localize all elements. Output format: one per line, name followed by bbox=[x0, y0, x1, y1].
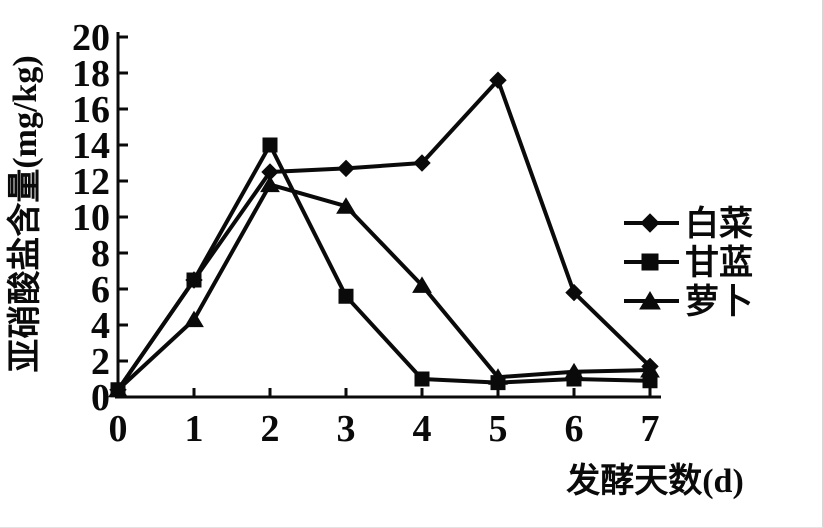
y-tick-label: 18 bbox=[72, 53, 110, 95]
triangle-marker-luobo bbox=[336, 197, 356, 214]
legend-label-ganlan: 甘蓝 bbox=[685, 244, 753, 282]
triangle-marker-luobo bbox=[564, 362, 584, 380]
legend-diamond-icon bbox=[640, 213, 660, 233]
legend-item-ganlan: 甘蓝 bbox=[624, 244, 753, 282]
square-marker-ganlan bbox=[414, 371, 430, 387]
y-tick-label: 10 bbox=[72, 197, 110, 239]
y-tick-label: 2 bbox=[91, 341, 110, 383]
x-axis-ticks: 0 1 2 3 4 5 6 7 bbox=[109, 388, 660, 450]
square-marker-ganlan bbox=[186, 272, 202, 288]
triangle-marker-luobo bbox=[184, 310, 204, 328]
triangle-marker-luobo bbox=[412, 276, 432, 293]
series-line-ganlan bbox=[116, 143, 651, 391]
y-axis-title: 亚硝酸盐含量(mg/kg) bbox=[6, 55, 44, 372]
y-tick-label: 12 bbox=[72, 161, 110, 203]
series-line-baicai bbox=[116, 78, 652, 391]
y-tick-label: 0 bbox=[91, 377, 110, 419]
x-axis-title: 发酵天数(d) bbox=[566, 462, 744, 500]
triangle-marker-luobo bbox=[260, 175, 280, 193]
square-marker-ganlan bbox=[262, 137, 278, 153]
x-tick-label: 6 bbox=[565, 408, 584, 450]
legend-triangle-icon bbox=[639, 291, 661, 310]
x-tick-label: 1 bbox=[185, 408, 204, 450]
axes bbox=[115, 32, 661, 399]
diamond-marker-baicai bbox=[565, 283, 583, 302]
data-series bbox=[108, 71, 660, 399]
diamond-marker-baicai bbox=[489, 71, 507, 89]
series-line-luobo bbox=[116, 182, 651, 392]
triangle-marker-luobo bbox=[640, 361, 660, 378]
triangle-marker-luobo bbox=[488, 368, 508, 385]
y-tick-label: 14 bbox=[72, 125, 110, 167]
legend-item-luobo: 萝卜 bbox=[624, 283, 753, 321]
x-tick-label: 2 bbox=[261, 408, 280, 450]
legend-item-baicai: 白菜 bbox=[624, 205, 753, 243]
x-tick-label: 4 bbox=[413, 408, 432, 450]
legend-square-icon bbox=[641, 253, 659, 271]
triangle-marker-luobo bbox=[108, 380, 128, 398]
x-tick-label: 7 bbox=[641, 408, 660, 450]
y-tick-label: 20 bbox=[72, 17, 110, 59]
square-marker-ganlan bbox=[338, 288, 354, 304]
diamond-marker-baicai bbox=[337, 159, 355, 178]
legend-label-luobo: 萝卜 bbox=[685, 283, 753, 321]
y-tick-label: 6 bbox=[91, 269, 110, 311]
x-tick-label: 3 bbox=[337, 408, 356, 450]
y-tick-label: 4 bbox=[91, 305, 110, 347]
y-tick-label: 8 bbox=[91, 233, 110, 275]
legend-label-baicai: 白菜 bbox=[685, 205, 753, 243]
x-tick-label: 0 bbox=[109, 408, 128, 450]
y-tick-label: 16 bbox=[72, 89, 110, 131]
x-tick-label: 5 bbox=[489, 408, 508, 450]
diamond-marker-baicai bbox=[413, 154, 431, 172]
